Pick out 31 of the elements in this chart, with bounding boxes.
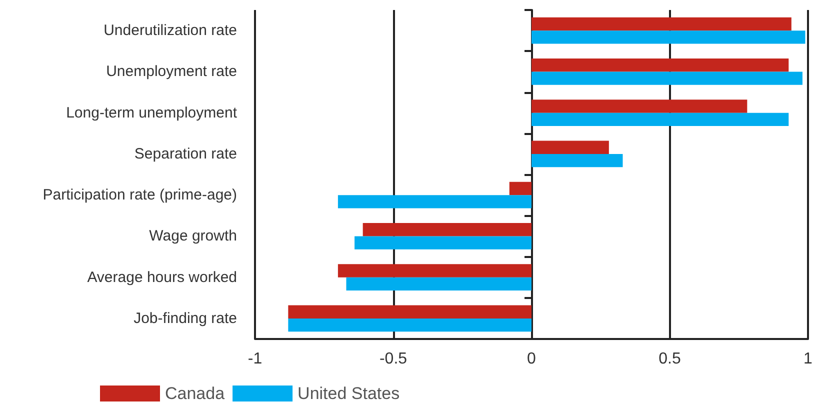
bar xyxy=(346,277,532,290)
bar xyxy=(338,195,532,208)
bar xyxy=(532,58,789,72)
bar xyxy=(532,154,623,168)
x-tick-label: 0 xyxy=(527,350,536,368)
bar xyxy=(338,264,532,278)
bar xyxy=(532,72,802,85)
y-tick-label: Wage growth xyxy=(149,228,237,245)
y-tick-label: Unemployment rate xyxy=(106,63,237,80)
x-tick-label: 0.5 xyxy=(658,350,681,368)
y-tick-label: Participation rate (prime-age) xyxy=(42,186,237,204)
bar xyxy=(509,182,532,196)
bar xyxy=(354,236,532,250)
bar xyxy=(532,100,748,113)
y-tick-label: Separation rate xyxy=(134,145,237,162)
bar xyxy=(532,112,789,126)
bar xyxy=(362,223,532,236)
bar xyxy=(532,30,806,44)
bar xyxy=(288,318,532,332)
y-tick-label: Underutilization rate xyxy=(104,22,237,40)
y-tick-label: Average hours worked xyxy=(87,268,237,286)
x-tick-label: -0.5 xyxy=(379,350,408,368)
x-tick-label: -1 xyxy=(248,350,262,368)
bar xyxy=(288,305,532,318)
y-tick-label: Job-finding rate xyxy=(134,310,237,327)
bar xyxy=(532,140,609,154)
x-tick-label: 1 xyxy=(804,350,813,368)
legend-label: Canada xyxy=(165,384,226,403)
bar xyxy=(532,17,792,31)
y-tick-label: Long-term unemployment xyxy=(66,104,238,122)
legend-label: United States xyxy=(298,384,400,403)
